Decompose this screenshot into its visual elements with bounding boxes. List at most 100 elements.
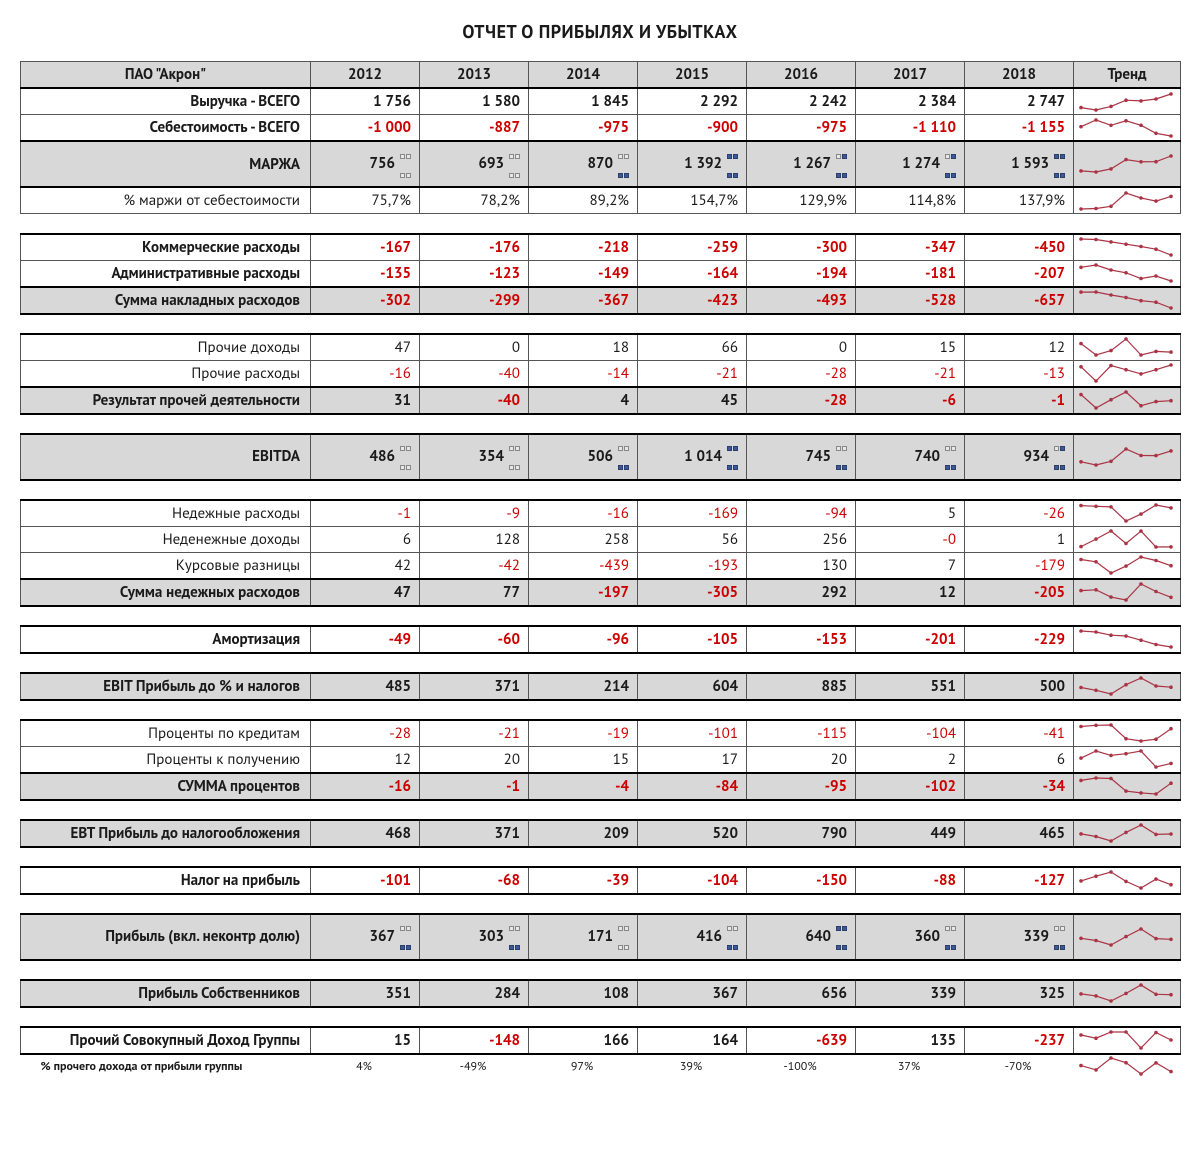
cell-value: 0 [747,334,856,361]
sparkline [1078,822,1174,844]
row-label: Курсовые разницы [21,552,311,579]
sparkline [1078,926,1174,948]
cell-value: -657 [965,287,1074,314]
cell-value: 4 [529,387,638,414]
row-label: Прочие доходы [21,334,311,361]
trend-cell [1074,141,1181,187]
report-title: ОТЧЕТ О ПРИБЫЛЯХ И УБЫТКАХ [20,20,1180,43]
trend-cell [1074,500,1181,527]
cell-value: -28 [747,360,856,387]
cell-value: -105 [638,626,747,653]
cell-value: -302 [311,287,420,314]
cell-value: 130 [747,552,856,579]
cell-value: 604 [638,673,747,700]
cell-value: 640 [747,914,856,960]
grid-icon [617,438,629,476]
cell-value: -493 [747,287,856,314]
cell-value: -42 [420,552,529,579]
cell-value: -194 [747,260,856,287]
trend-cell [1074,626,1181,653]
cell-value: 129,9% [747,187,856,214]
grid-icon [508,145,520,183]
grid-icon [835,918,847,956]
table-row: EBITDA4863545061 014745740934 [21,434,1181,480]
table-row: Амортизация-49-60-96-105-153-201-229 [21,626,1181,653]
year-header: 2018 [965,62,1074,89]
cell-value: 15 [856,334,965,361]
cell-value: 1 593 [965,141,1074,187]
cell-value: -1 [311,500,420,527]
row-label: Выручка - ВСЕГО [21,88,311,115]
cell-value: 15 [529,746,638,773]
cell-value: 2 292 [638,88,747,115]
cell-value: 1 014 [638,434,747,480]
cell-value: -40 [420,387,529,414]
cell-value: -1 [965,387,1074,414]
cell-value: -153 [747,626,856,653]
cell-value: -19 [529,720,638,747]
cell-value: 31 [311,387,420,414]
sparkline [1078,628,1174,650]
cell-value: 47 [311,334,420,361]
cell-value: -0 [856,526,965,552]
grid-icon [726,145,738,183]
cell-value: 360 [856,914,965,960]
cell-value: 2 242 [747,88,856,115]
cell-value: -123 [420,260,529,287]
company-header: ПАО "Акрон" [21,62,311,89]
cell-value: -115 [747,720,856,747]
cell-value: -167 [311,234,420,261]
row-label: EBIT Прибыль до % и налогов [21,673,311,700]
cell-value: -68 [420,867,529,894]
cell-value: -347 [856,234,965,261]
sparkline [1078,153,1174,175]
table-row: Прибыль Собственников3512841083676563393… [21,980,1181,1007]
cell-value: 1 274 [856,141,965,187]
cell-value: 20 [420,746,529,773]
cell-value: -975 [529,115,638,142]
cell-value: 416 [638,914,747,960]
cell-value: -197 [529,579,638,606]
cell-value: 790 [747,820,856,847]
row-label: % прочего дохода от прибыли группы [21,1054,311,1078]
cell-value: 1 267 [747,141,856,187]
cell-value: -21 [420,720,529,747]
cell-value: 42 [311,552,420,579]
grid-icon [617,918,629,956]
cell-value: 354 [420,434,529,480]
cell-value: 292 [747,579,856,606]
trend-cell [1074,88,1181,115]
trend-cell [1074,980,1181,1007]
year-header: 2013 [420,62,529,89]
cell-value: 20 [747,746,856,773]
year-header: 2017 [856,62,965,89]
row-label: % маржи от себестоимости [21,187,311,214]
cell-value: -237 [965,1027,1074,1054]
row-label: Сумма накладных расходов [21,287,311,314]
grid-icon [617,145,629,183]
cell-value: 1 845 [529,88,638,115]
cell-value: 693 [420,141,529,187]
cell-value: -639 [747,1027,856,1054]
sparkline [1078,190,1174,212]
cell-value: 114,8% [856,187,965,214]
row-label: МАРЖА [21,141,311,187]
cell-value: -1 000 [311,115,420,142]
cell-value: 6 [965,746,1074,773]
cell-value: -60 [420,626,529,653]
cell-value: 1 [965,526,1074,552]
row-label: Проценты к получению [21,746,311,773]
table-row: Выручка - ВСЕГО1 7561 5801 8452 2922 242… [21,88,1181,115]
grid-icon [835,145,847,183]
cell-value: 164 [638,1027,747,1054]
grid-icon [399,145,411,183]
table-row: % маржи от себестоимости75,7%78,2%89,2%1… [21,187,1181,214]
cell-value: 1 392 [638,141,747,187]
cell-value: 284 [420,980,529,1007]
cell-value: 12 [856,579,965,606]
cell-value: 75,7% [311,187,420,214]
table-row: Прочие расходы-16-40-14-21-28-21-13 [21,360,1181,387]
cell-value: 166 [529,1027,638,1054]
table-row: Прочий Совокупный Доход Группы15-1481661… [21,1027,1181,1054]
row-label: Неденежные доходы [21,526,311,552]
